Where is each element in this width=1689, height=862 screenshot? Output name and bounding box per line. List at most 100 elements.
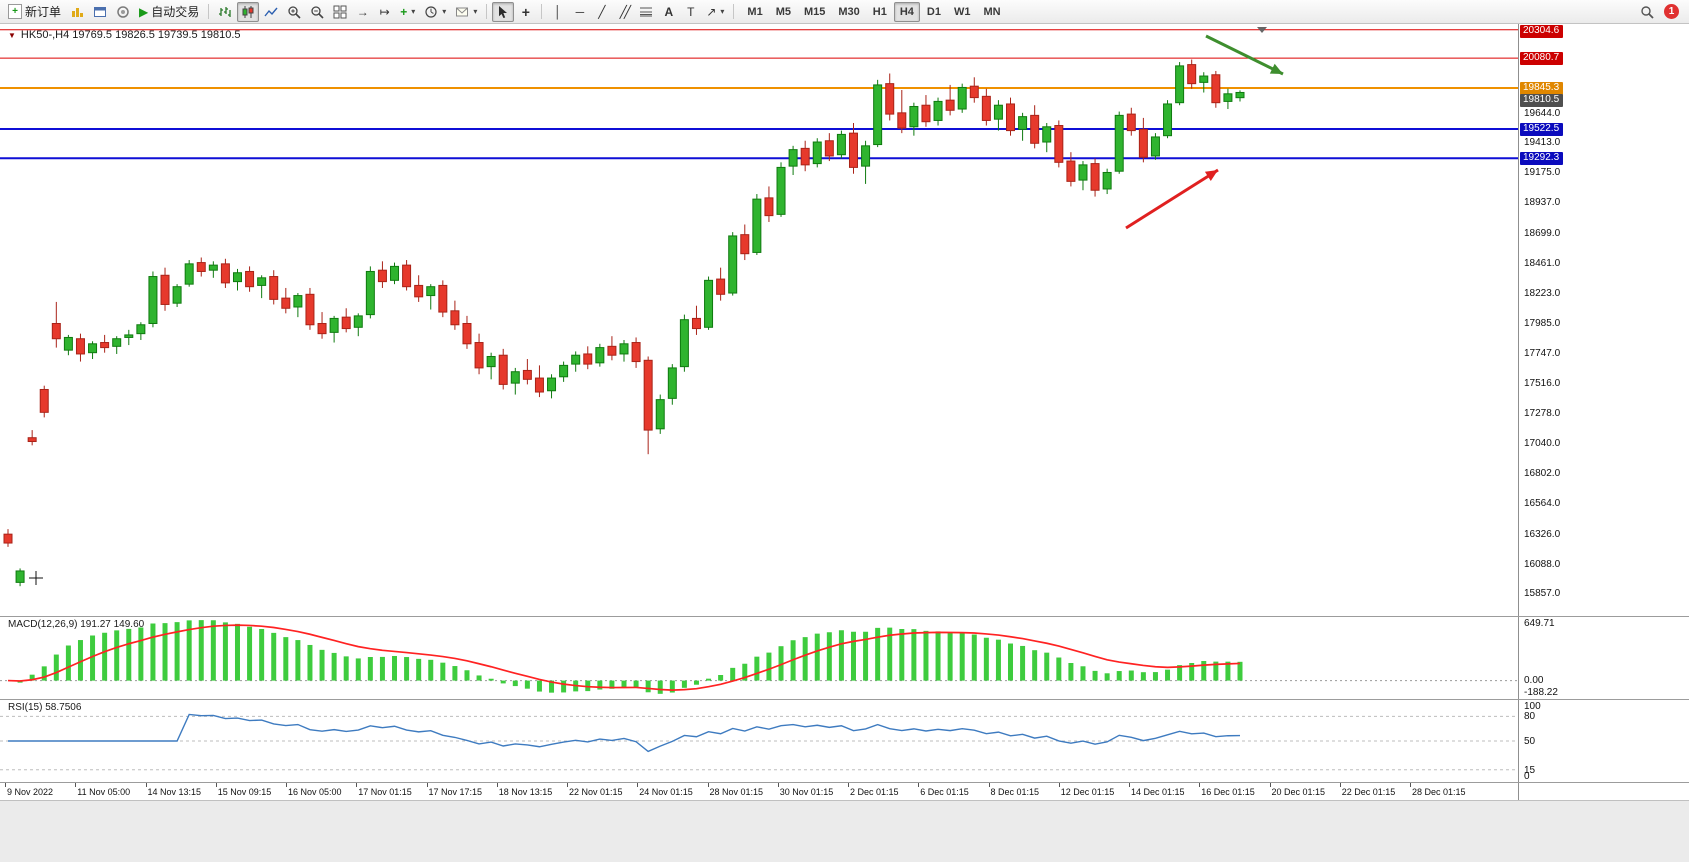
text-button[interactable]: A <box>658 2 679 22</box>
auto-trading-icon: ▶ <box>139 4 149 19</box>
auto-scroll-button[interactable]: → <box>352 2 373 22</box>
time-tick <box>1339 783 1341 787</box>
candle-bear <box>885 83 895 115</box>
candle-bear <box>196 262 206 272</box>
candle-bear <box>438 284 448 313</box>
toolbar-right-group: 1 <box>1636 2 1685 22</box>
price-tick-label: 18699.0 <box>1524 227 1561 239</box>
time-tick <box>496 783 498 787</box>
timeframe-button-h1[interactable]: H1 <box>867 2 893 22</box>
toolbar-separator <box>733 4 735 19</box>
panel-separator[interactable] <box>0 699 1689 700</box>
panel-separator[interactable] <box>0 616 1689 617</box>
timeframe-button-m15[interactable]: M15 <box>798 2 831 22</box>
chevron-down-icon: ▾ <box>720 7 725 16</box>
timeframe-button-m30[interactable]: M30 <box>832 2 865 22</box>
candle-bull <box>63 336 73 351</box>
vertical-line-button[interactable]: │ <box>547 2 568 22</box>
candle-bull <box>15 570 25 583</box>
tile-windows-button[interactable] <box>329 2 351 22</box>
timeframe-button-h4[interactable]: H4 <box>893 1 920 22</box>
new-chart-button[interactable] <box>66 2 88 22</box>
zoom-out-button[interactable] <box>306 2 328 22</box>
new-order-button[interactable]: + 新订单 <box>4 2 65 22</box>
time-label: 17 Nov 01:15 <box>358 787 412 797</box>
candle-bull <box>788 149 798 167</box>
chevron-down-icon: ▾ <box>473 7 478 16</box>
candle-bull <box>390 265 400 281</box>
profiles-button[interactable] <box>112 2 134 22</box>
profiles-icon <box>117 5 129 18</box>
time-tick <box>215 783 217 787</box>
timeframe-button-d1[interactable]: D1 <box>921 2 947 22</box>
equidistant-channel-button[interactable]: ╱╱ <box>613 2 634 22</box>
new-order-label: 新订单 <box>25 5 62 19</box>
vertical-line-icon: │ <box>554 4 562 19</box>
rsi-axis-label: 0 <box>1524 771 1530 782</box>
candle-bull <box>679 319 689 368</box>
timeframe-button-mn[interactable]: MN <box>977 2 1006 22</box>
rsi-canvas[interactable] <box>0 700 1518 782</box>
horizontal-line-button[interactable]: ─ <box>569 2 590 22</box>
timeframe-button-m1[interactable]: M1 <box>741 2 768 22</box>
toolbar-separator <box>208 4 210 19</box>
indicators-button[interactable]: + ▾ <box>396 2 419 22</box>
auto-trading-button[interactable]: ▶ 自动交易 <box>135 2 203 22</box>
price-axis[interactable]: 19644.0 19413.0 19175.0 18937.0 18699.0 18461… <box>1518 24 1689 800</box>
indicators-add-icon: + <box>400 4 408 19</box>
candle-bear <box>414 284 424 298</box>
candle-bull <box>232 272 242 283</box>
candle-bear <box>245 270 255 288</box>
time-axis[interactable]: 9 Nov 2022 11 Nov 05:00 14 Nov 13:15 15 Nov… <box>0 783 1518 800</box>
timeframe-button-w1[interactable]: W1 <box>948 2 977 22</box>
text-label-button[interactable]: T <box>680 2 701 22</box>
hline-price-label: 19292.3 <box>1520 151 1564 165</box>
green-arrow[interactable] <box>1205 34 1284 76</box>
candle-bull <box>704 279 714 328</box>
price-tick-label: 17747.0 <box>1524 348 1561 360</box>
search-button[interactable] <box>1636 2 1658 22</box>
chart-shift-marker[interactable] <box>1257 27 1267 33</box>
crosshair-button[interactable]: + <box>515 2 536 22</box>
fibonacci-button[interactable] <box>635 2 657 22</box>
chart-candles-button[interactable] <box>237 1 260 22</box>
crosshair-icon: + <box>521 3 530 20</box>
arrows-button[interactable]: ↗ ▾ <box>702 2 728 22</box>
price-tick-label: 18461.0 <box>1524 257 1561 269</box>
candle-bear <box>740 234 750 255</box>
fibonacci-icon <box>640 7 653 16</box>
cursor-button[interactable] <box>492 1 515 22</box>
notification-badge[interactable]: 1 <box>1664 4 1679 19</box>
red-arrow[interactable] <box>1125 168 1219 230</box>
horizontal-line-icon: ─ <box>575 4 585 19</box>
candle-bear <box>305 293 315 326</box>
price-tick-label: 19413.0 <box>1524 136 1561 148</box>
candle-bull <box>571 354 581 365</box>
chart-bars-button[interactable] <box>214 2 236 22</box>
candle-bear <box>27 437 37 443</box>
candle-bull <box>752 198 762 253</box>
candle-bull <box>172 286 182 304</box>
candle-bear <box>800 147 810 166</box>
zoom-in-button[interactable] <box>283 2 305 22</box>
candle-bear <box>534 377 544 393</box>
current-price-label: 19810.5 <box>1520 93 1564 107</box>
time-label: 14 Nov 13:15 <box>147 787 202 797</box>
periods-button[interactable]: ▾ <box>420 2 450 22</box>
price-tick-label: 16564.0 <box>1524 498 1561 510</box>
candle-bear <box>764 197 774 217</box>
chart-line-button[interactable] <box>260 2 282 22</box>
templates-button[interactable]: ▾ <box>451 2 481 22</box>
price-chart-canvas[interactable] <box>0 24 1518 616</box>
timeframe-button-m5[interactable]: M5 <box>770 2 797 22</box>
candle-bear <box>691 317 701 330</box>
price-tick-label: 16802.0 <box>1524 468 1561 480</box>
auto-scroll-icon: → <box>356 4 369 19</box>
trendline-button[interactable]: ╱ <box>591 2 612 22</box>
market-watch-button[interactable] <box>89 2 111 22</box>
collapse-icon[interactable]: ▼ <box>8 30 16 40</box>
chart-shift-button[interactable]: ↦ <box>374 2 395 22</box>
candle-bear <box>269 276 279 300</box>
candle-bull <box>365 270 375 316</box>
macd-canvas[interactable] <box>0 617 1518 699</box>
